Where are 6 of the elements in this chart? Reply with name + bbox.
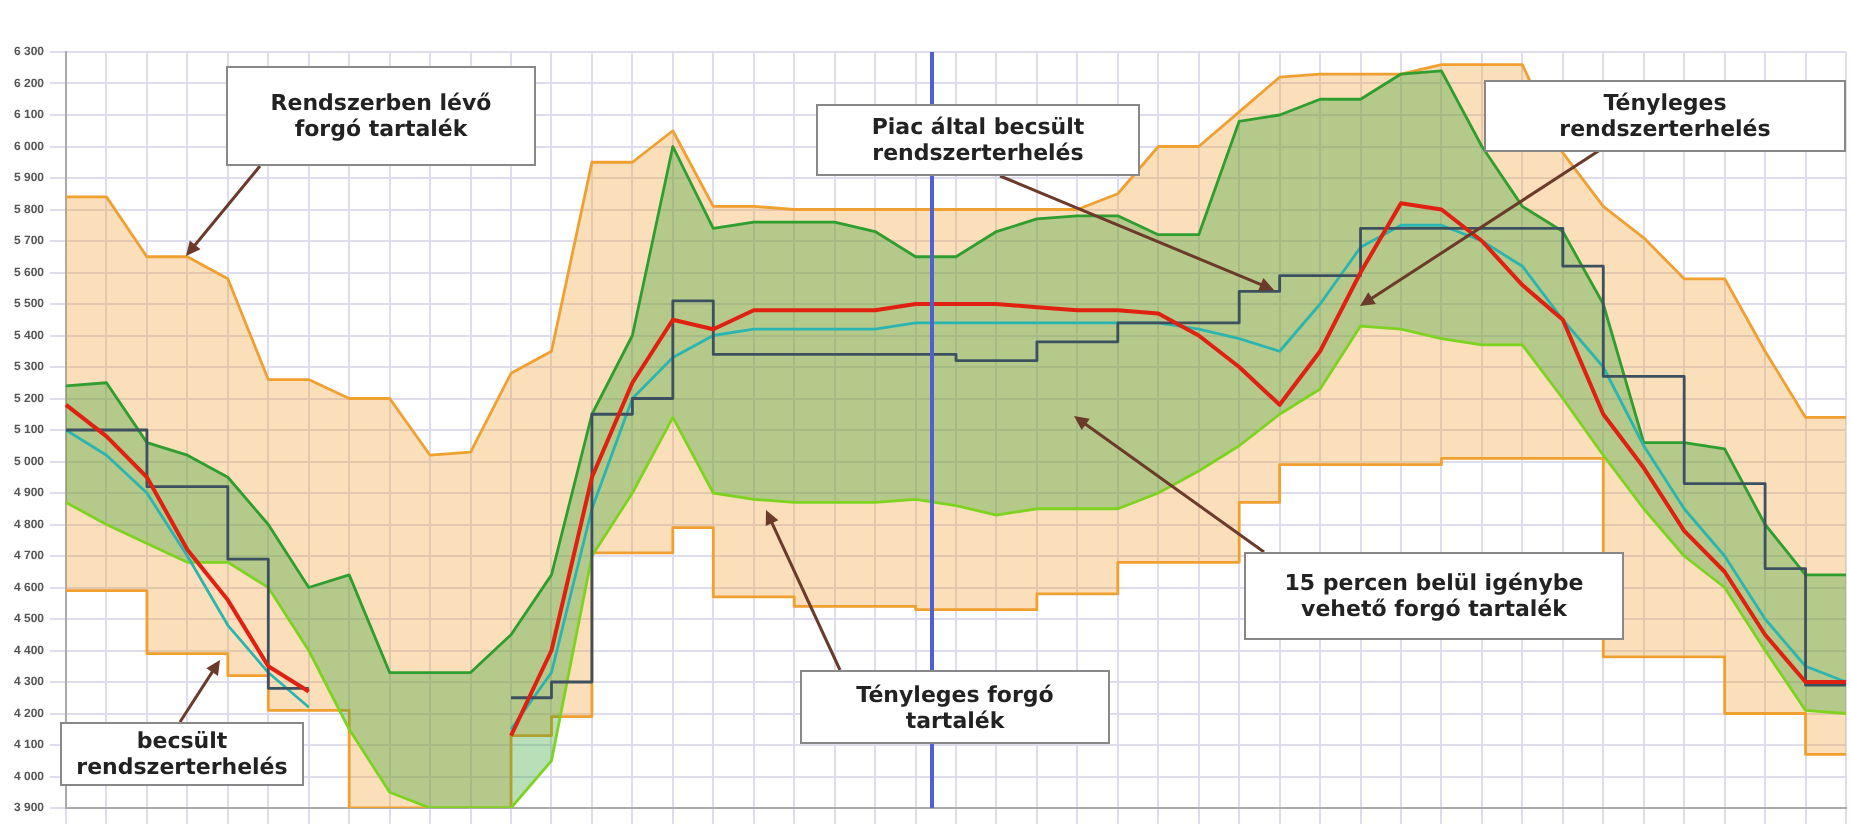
callout-box: becsült rendszerterhelés (60, 722, 304, 786)
callout-box: Piac által becsült rendszerterhelés (816, 104, 1140, 176)
callout-box: Tényleges rendszerterhelés (1484, 80, 1846, 152)
callout-box: 15 percen belül igénybe vehető forgó tartalék (1244, 552, 1624, 640)
callout-box: Tényleges forgó tartalék (800, 670, 1110, 744)
callout-box: Rendszerben lévő forgó tartalék (226, 66, 536, 166)
